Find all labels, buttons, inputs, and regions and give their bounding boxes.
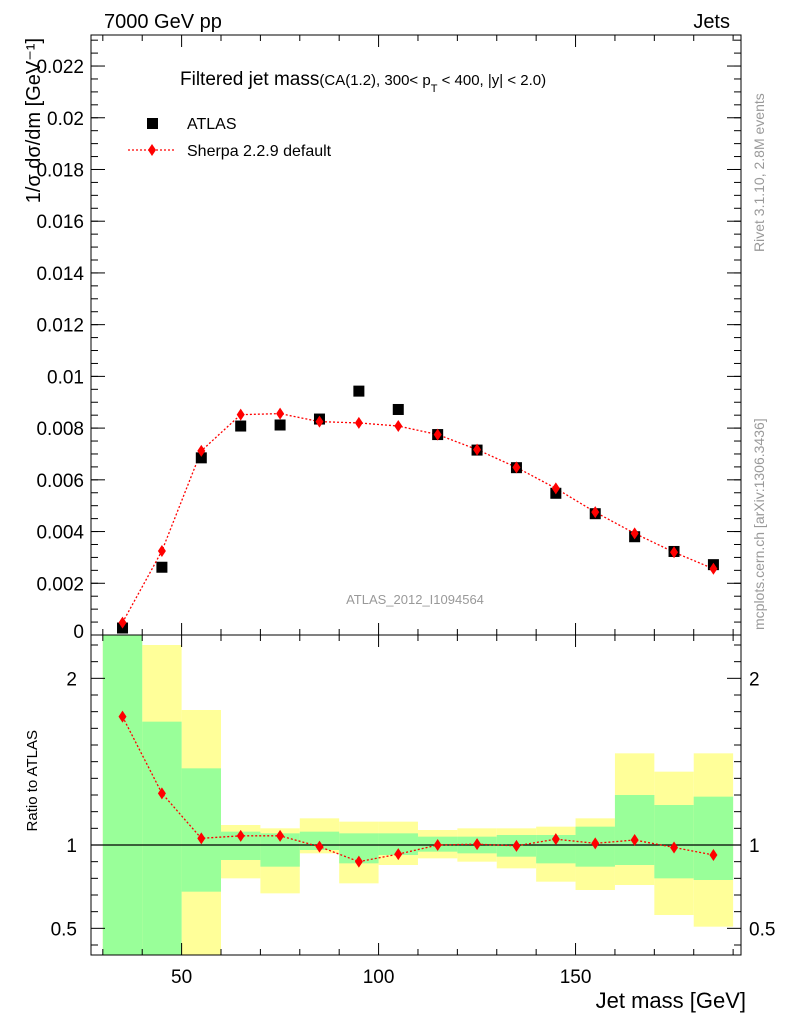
x-tick-label: 100 [363,967,395,988]
ratio-data-point [473,838,482,851]
ratio-data-point [709,849,718,861]
main-y-tick-label: 0.022 [36,57,84,78]
ratio-data-point [512,839,521,852]
sherpa-data-point [197,444,206,457]
uncertainty-band-inner [614,795,655,865]
atlas-data-point [195,452,207,464]
main-y-tick-label: 0.008 [36,419,84,440]
ratio-data-point [197,832,206,845]
header-left: 7000 GeV pp [104,11,222,33]
ratio-y-tick-label: 1 [66,836,77,857]
uncertainty-band-inner [142,721,182,955]
ratio-y-tick-label: 2 [66,669,77,690]
ratio-data-point [276,829,285,842]
main-plot: 0.002 0.004 0.006 0.008 0.01 0.012 0.014 0.016 0… [23,34,742,643]
ratio-data-point [354,855,363,868]
main-y-tick-label: 0.018 [36,160,84,181]
atlas-data-point [353,385,365,397]
uncertainty-band-inner [102,635,143,955]
ratio-data-point [670,841,679,854]
legend-marker-atlas [147,118,158,129]
ratio-y-tick-label-right: 2 [749,669,760,690]
ratio-data-point [551,833,560,846]
legend-label-atlas: ATLAS [187,116,237,133]
sherpa-data-point [630,527,639,540]
sherpa-data-point [276,407,285,420]
atlas-data-point [274,419,286,431]
header-right: Jets [693,11,730,33]
sherpa-line [121,412,714,623]
atlas-data-point [235,420,247,432]
main-y-axis-label: 1/σ dσ/dm [GeV⁻¹] [23,38,45,203]
sherpa-data-point [315,415,324,428]
main-y-tick-label: 0.004 [36,523,84,544]
ratio-data-point [394,848,403,861]
legend: ATLAS Sherpa 2.2.9 default [128,116,332,160]
x-axis-label: Jet mass [GeV] [596,988,746,1013]
mcplots-info: mcplots.cern.ch [arXiv:1306.3436] [751,418,767,630]
ratio-data-point [315,840,324,853]
sherpa-data-point [670,546,679,559]
main-y-tick-label: 0.006 [36,471,84,492]
legend-marker-sherpa [148,144,156,156]
ratio-y-tick-label: 0.5 [51,919,77,940]
main-y-tick-label: 0.02 [47,109,84,130]
main-y-tick-label: 0.012 [36,316,84,337]
chart-title: Filtered jet mass(CA(1.2), 300< pT < 400… [180,69,546,95]
sherpa-data-point [591,506,600,519]
x-tick-label: 150 [560,967,592,988]
sherpa-data-point [354,416,363,429]
sherpa-data-point [236,408,245,421]
ratio-data-point [118,710,127,723]
ratio-data-point [157,787,166,800]
sherpa-data-point [433,428,442,441]
legend-label-sherpa: Sherpa 2.2.9 default [187,143,332,160]
rivet-info: Rivet 3.1.10, 2.8M events [751,93,767,252]
x-tick-label: 50 [171,967,192,988]
ratio-data-point [236,829,245,842]
main-y-tick-label: 0.016 [36,212,84,233]
ratio-data-point [433,839,442,851]
sherpa-data-point [118,616,127,629]
analysis-watermark: ATLAS_2012_I1094564 [346,592,484,607]
ratio-plot: 50 100 150 0.5 0.5 1 1 2 2 Ratio to ATLAS Jet ma… [24,634,775,1013]
uncertainty-band-inner [693,796,734,880]
main-y-tick-label: 0.01 [47,367,84,388]
sherpa-data-point [157,544,166,557]
ratio-data-point [591,837,600,850]
uncertainty-band-inner [378,833,418,855]
ratio-data-point [630,834,639,846]
ratio-y-axis-label: Ratio to ATLAS [24,730,41,831]
ratio-y-tick-label-right: 0.5 [749,919,775,940]
main-y-tick-label: 0.014 [36,264,84,285]
ratio-y-tick-label-right: 1 [749,836,760,857]
atlas-data-point [392,403,404,415]
ratio-line [121,716,714,863]
main-y-tick-label: 0.002 [36,574,84,595]
sherpa-data-point [512,461,521,474]
sherpa-data-point [551,482,560,495]
atlas-data-point [156,561,168,573]
sherpa-data-point [473,443,482,456]
main-y-zero-label: 0 [73,622,84,643]
sherpa-data-point [709,562,718,575]
uncertainty-band-inner [181,768,221,892]
sherpa-data-point [394,420,403,433]
